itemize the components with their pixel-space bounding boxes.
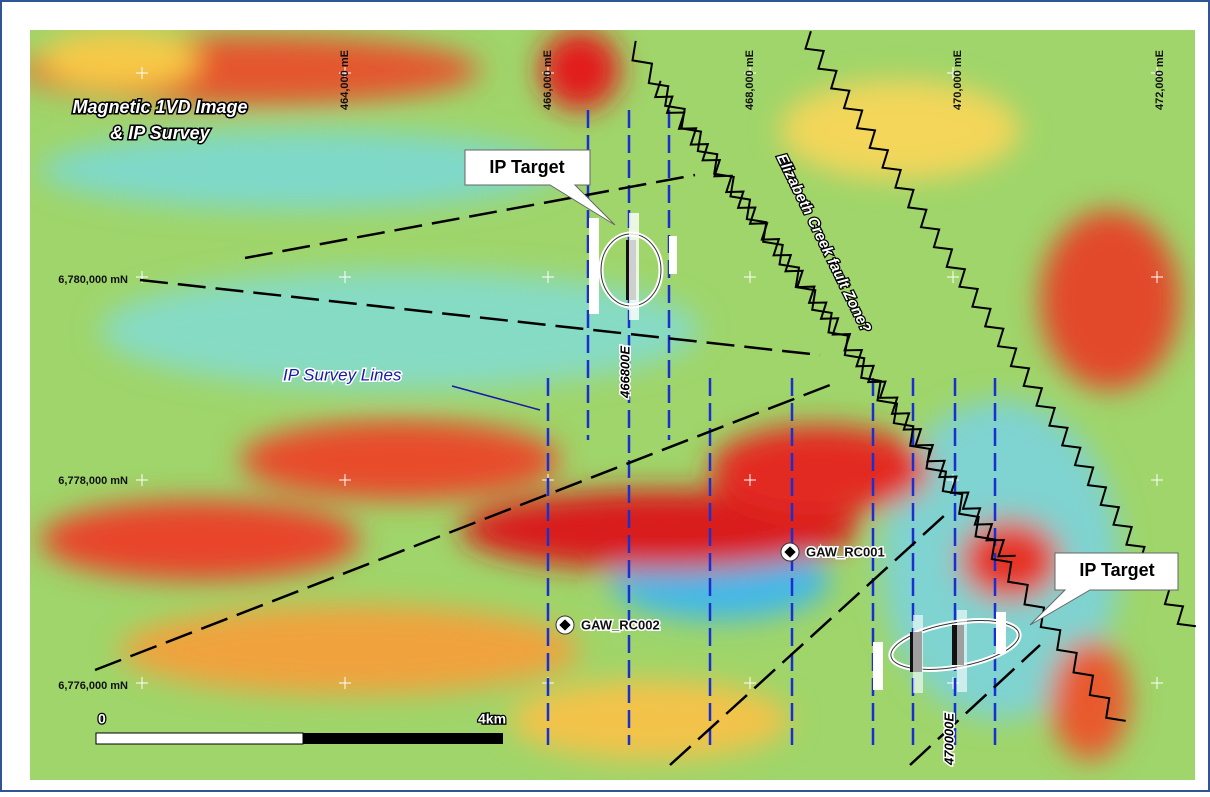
callout-text: IP Target (1079, 560, 1154, 580)
northing-label: 6,776,000 mN (58, 680, 128, 692)
easting-label: 466,000 mE (542, 50, 554, 110)
grid-cross (1151, 271, 1163, 283)
grid-cross (1151, 474, 1163, 486)
grid-cross (744, 677, 756, 689)
dashed-structure (909, 644, 1041, 766)
grid-cross (339, 67, 351, 79)
grid-cross (947, 67, 959, 79)
grid-cross (136, 474, 148, 486)
easting-label: 464,000 mE (339, 50, 351, 110)
scale-label: 0 (98, 711, 106, 727)
grid-cross (1151, 677, 1163, 689)
grid-cross (339, 677, 351, 689)
fault-line (804, 30, 1197, 628)
grid-cross (136, 67, 148, 79)
survey-label: IP Survey Lines (283, 365, 402, 384)
grid-cross (744, 271, 756, 283)
callout: IP Target (464, 149, 616, 226)
map-title: & IP Survey (110, 123, 210, 143)
dashed-structure (244, 173, 696, 260)
easting-label: 470,000 mE (952, 50, 964, 110)
grid-cross (947, 271, 959, 283)
drillhole: GAW_RC002 (555, 615, 661, 635)
map-title: Magnetic 1VD Image (72, 97, 247, 117)
grid-cross (1151, 67, 1163, 79)
grid-crosses (136, 67, 1163, 689)
grid-cross (339, 271, 351, 283)
grid-cross (136, 677, 148, 689)
callout-text: IP Target (489, 157, 564, 177)
scale-bar: 0 4km (95, 709, 507, 745)
northing-label: 6,780,000 mN (58, 274, 128, 286)
grid-cross (339, 474, 351, 486)
line-label: 470000E (941, 713, 956, 766)
line-label: 466800E (617, 346, 632, 399)
easting-label: 472,000 mE (1154, 50, 1166, 110)
northing-label: 6,778,000 mN (58, 475, 128, 487)
grid-cross (542, 271, 554, 283)
dashed-structure (669, 514, 946, 766)
grid-cross (744, 474, 756, 486)
callout: IP Target (1029, 552, 1179, 626)
drillhole-label: GAW_RC002 (581, 617, 660, 632)
dashed-structure (139, 278, 821, 357)
easting-label: 468,000 mE (744, 50, 756, 110)
grid-cross (744, 67, 756, 79)
grid-cross (542, 67, 554, 79)
ip-target-outlines (589, 213, 1022, 693)
fault-line (653, 80, 1016, 558)
drillhole-label: GAW_RC001 (806, 544, 885, 559)
dashed-structure (94, 383, 831, 672)
drillhole: GAW_RC001 (780, 542, 886, 562)
leader-line (451, 385, 541, 411)
scale-label: 4km (478, 711, 506, 727)
